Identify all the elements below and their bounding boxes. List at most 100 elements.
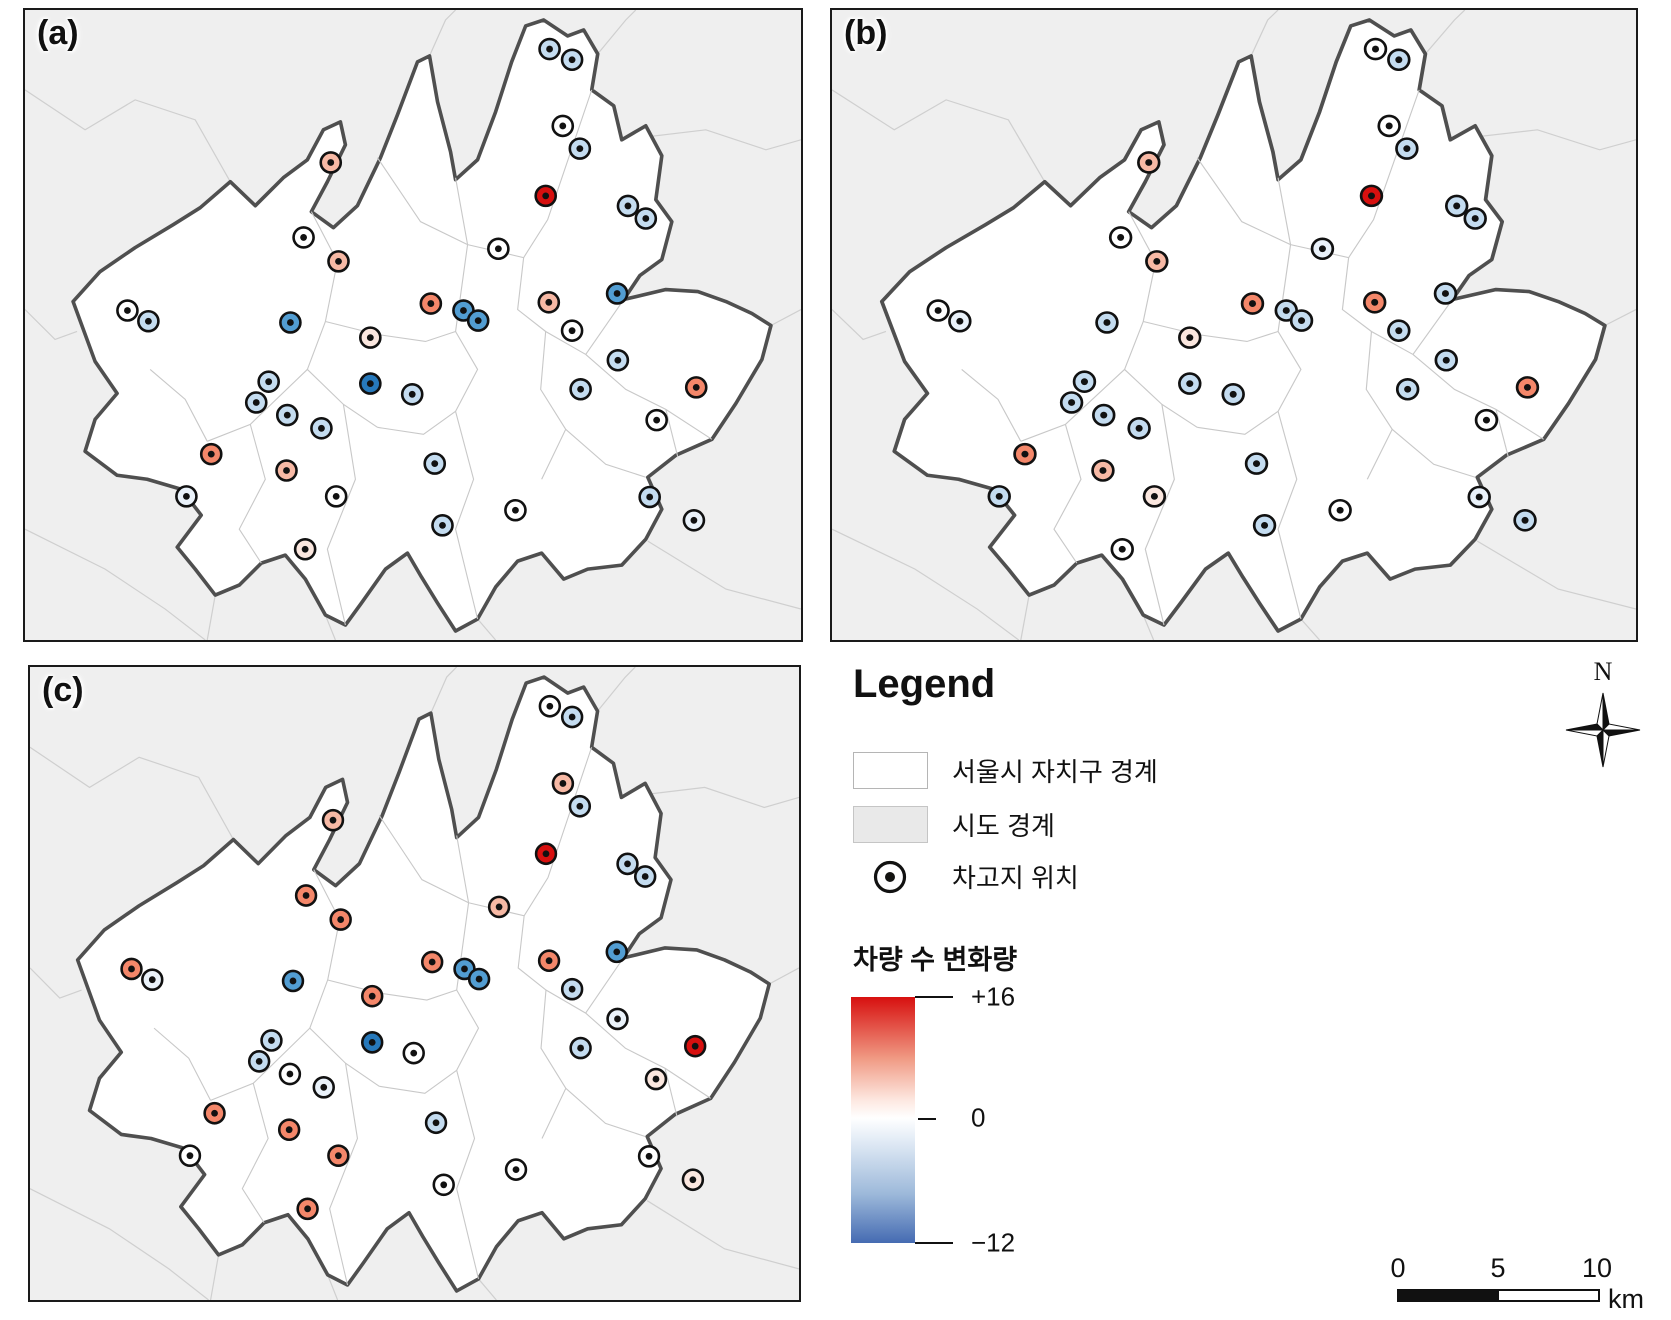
seoul-map-c xyxy=(30,667,799,1300)
depot-marker xyxy=(1142,485,1167,508)
depot-marker xyxy=(1433,282,1458,305)
depot-marker xyxy=(637,1144,661,1168)
north-label: N xyxy=(1594,657,1613,686)
depot-marker xyxy=(633,865,657,888)
depot-marker xyxy=(281,969,305,993)
depot-marker xyxy=(1221,383,1245,406)
colorbar-tick-min xyxy=(915,1242,953,1244)
depot-marker xyxy=(329,908,352,931)
depot-marker xyxy=(1108,226,1133,249)
depot-marker xyxy=(278,1062,302,1086)
depot-marker xyxy=(277,1118,301,1142)
legend-item-label: 서울시 자치구 경계 xyxy=(952,757,1158,787)
depot-marker xyxy=(948,309,972,333)
depot-marker xyxy=(605,940,628,964)
depot-marker xyxy=(432,1173,455,1197)
depot-marker xyxy=(560,977,584,1001)
scalebar-segment-empty xyxy=(1498,1291,1598,1300)
legend-item-label: 차고지 위치 xyxy=(952,863,1079,893)
depot-marker xyxy=(616,194,640,218)
scalebar-tick-5: 5 xyxy=(1490,1253,1506,1283)
depot-marker xyxy=(1095,311,1119,334)
depot-marker xyxy=(1377,114,1401,138)
seoul-boundary xyxy=(75,675,772,1293)
depot-marker xyxy=(359,326,382,349)
seoul-map-a xyxy=(25,10,801,640)
scalebar xyxy=(1397,1289,1600,1302)
depot-marker xyxy=(419,292,443,315)
depot-marker xyxy=(504,1158,528,1181)
panel-label-a: (a) xyxy=(37,14,79,52)
depot-symbol-icon xyxy=(873,860,907,893)
north-arrow: N xyxy=(1565,657,1641,768)
depot-marker xyxy=(568,137,592,160)
depot-marker xyxy=(616,852,639,876)
depot-marker xyxy=(319,151,343,174)
depot-marker xyxy=(1387,48,1411,72)
depot-marker xyxy=(1513,509,1537,532)
map-panel-b: (b) xyxy=(830,8,1638,642)
depot-marker xyxy=(683,1034,707,1058)
seoul-boundary xyxy=(879,18,1607,633)
depot-marker xyxy=(645,408,668,432)
depot-marker xyxy=(634,207,658,230)
depot-marker xyxy=(296,1197,319,1221)
depot-marker xyxy=(260,1029,283,1052)
panel-label-c: (c) xyxy=(42,671,84,709)
depot-marker xyxy=(137,309,160,333)
depot-marker xyxy=(1013,442,1037,466)
depot-marker xyxy=(360,1031,384,1054)
map-panel-a: (a) xyxy=(23,8,803,642)
depot-marker xyxy=(292,226,315,249)
depot-marker xyxy=(244,391,268,414)
legend-item-label: 시도 경계 xyxy=(952,811,1055,841)
scalebar-unit: km xyxy=(1608,1284,1644,1314)
depot-marker xyxy=(1444,194,1469,218)
legend-item-district-boundary: 서울시 자치구 경계 xyxy=(853,752,1158,789)
depot-marker xyxy=(1328,498,1352,522)
seoul-map-b xyxy=(832,10,1636,640)
depot-marker xyxy=(1363,37,1388,61)
depot-marker xyxy=(324,485,348,508)
depot-marker xyxy=(644,1067,668,1091)
depot-marker xyxy=(327,250,350,273)
colorbar-zero-label: 0 xyxy=(971,1102,986,1133)
colorbar-max-label: +16 xyxy=(971,981,1016,1012)
depot-marker xyxy=(1091,459,1115,482)
legend-item-depot-location: 차고지 위치 xyxy=(853,858,1079,895)
depot-marker xyxy=(605,282,629,305)
colorbar-tick-max xyxy=(915,996,953,998)
depot-marker xyxy=(293,537,317,561)
depot-marker xyxy=(560,319,584,342)
colorbar-tick-zero xyxy=(918,1118,936,1120)
depot-marker xyxy=(420,950,444,974)
legend-title: Legend xyxy=(853,662,996,706)
depot-marker xyxy=(1362,291,1387,314)
depot-marker xyxy=(199,442,223,466)
depot-marker xyxy=(551,114,575,138)
depot-marker xyxy=(402,1041,425,1065)
depot-marker xyxy=(1463,207,1487,230)
scalebar-tick-10: 10 xyxy=(1581,1253,1613,1283)
depot-marker xyxy=(682,509,706,532)
depot-marker xyxy=(466,309,490,332)
province-boundary-swatch xyxy=(853,806,928,843)
depot-marker xyxy=(1145,250,1169,273)
depot-marker xyxy=(1387,319,1411,342)
depot-marker xyxy=(321,808,345,832)
depot-marker xyxy=(504,498,527,522)
depot-marker xyxy=(606,1007,629,1031)
depot-marker xyxy=(257,370,280,393)
depot-marker xyxy=(1110,537,1134,561)
depot-marker xyxy=(424,1111,448,1135)
depot-marker xyxy=(116,299,139,322)
depot-marker xyxy=(431,514,454,537)
depot-marker xyxy=(1252,514,1277,537)
depot-marker xyxy=(1359,184,1384,208)
depot-marker xyxy=(1395,377,1420,401)
depot-marker xyxy=(400,383,424,406)
depot-marker xyxy=(487,895,511,919)
colorbar-title: 차량 수 변화량 xyxy=(853,945,1018,975)
depot-marker xyxy=(1092,403,1116,427)
scalebar-segment-filled xyxy=(1399,1291,1499,1300)
